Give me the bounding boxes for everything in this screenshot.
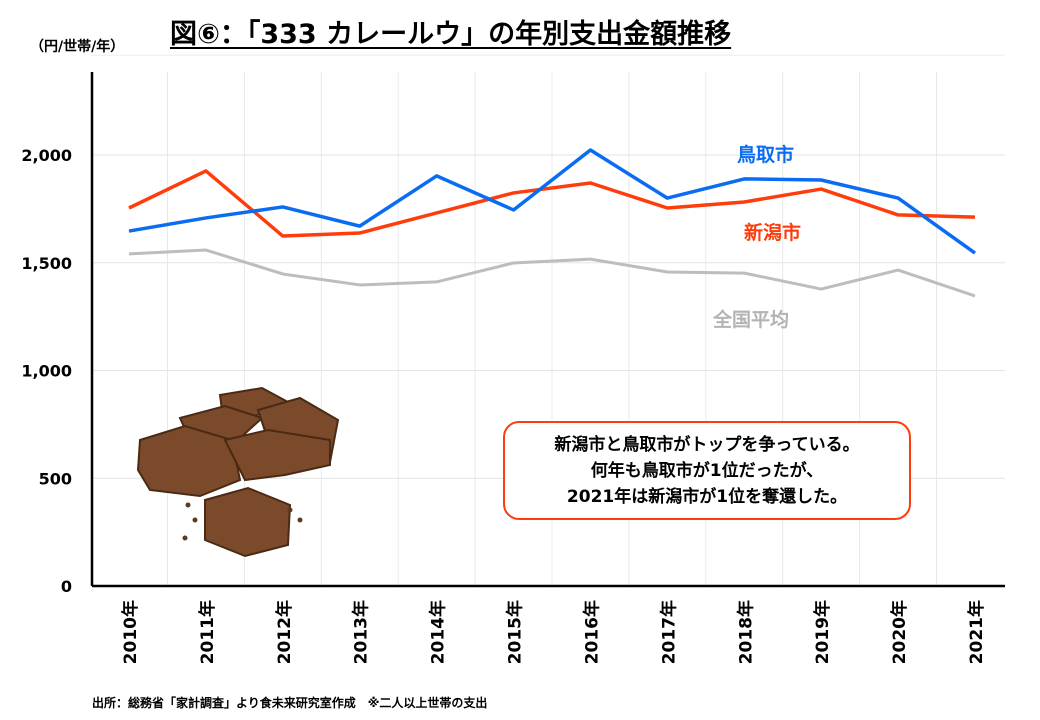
x-tick-label: 2019年 <box>812 600 833 664</box>
x-tick-label: 2018年 <box>735 600 756 664</box>
x-tick-label: 2017年 <box>658 600 679 664</box>
series-line-全国平均 <box>128 248 976 298</box>
chocolate-crumb <box>182 535 188 541</box>
x-tick-label: 2020年 <box>889 600 910 664</box>
y-axis-unit: （円/世帯/年） <box>30 39 125 55</box>
callout-line: 2021年は新潟市が1位を奪還した。 <box>566 486 848 507</box>
y-tick-label: 1,000 <box>21 362 72 381</box>
chocolate-crumb <box>297 517 303 523</box>
chocolate-crumb <box>185 502 191 508</box>
chocolate-icon <box>223 428 331 482</box>
y-tick-label: 1,500 <box>21 254 72 273</box>
x-tick-label: 2013年 <box>351 600 372 664</box>
y-tick-label: 2,000 <box>21 146 72 165</box>
y-tick-label: 0 <box>61 577 72 596</box>
series-label-niigata: 新潟市 <box>744 222 802 244</box>
series-label-tottori: 鳥取市 <box>737 144 795 166</box>
chocolate-crumb <box>287 507 293 513</box>
source-note: 出所：総務省「家計調査」より食未来研究室作成 ※二人以上世帯の支出 <box>92 696 488 710</box>
callout-line: 新潟市と鳥取市がトップを争っている。 <box>554 434 860 455</box>
chart-title: 図⑥：「333 カレールウ」の年別支出金額推移 <box>170 19 732 50</box>
series-line-新潟市 <box>128 169 976 238</box>
x-tick-label: 2012年 <box>274 600 295 664</box>
callout-line: 何年も鳥取市が1位だったが、 <box>590 460 824 481</box>
chocolate-crumb <box>192 517 198 523</box>
series-line-鳥取市 <box>128 148 977 255</box>
series-label-national: 全国平均 <box>713 309 790 331</box>
x-tick-label: 2015年 <box>505 600 526 664</box>
x-tick-label: 2021年 <box>966 600 987 664</box>
callout-box: 新潟市と鳥取市がトップを争っている。 何年も鳥取市が1位だったが、 2021年は… <box>503 421 911 520</box>
x-tick-label: 2014年 <box>428 600 449 664</box>
x-tick-label: 2016年 <box>581 600 602 664</box>
chocolate-icon <box>204 486 292 558</box>
x-tick-label: 2010年 <box>120 600 141 664</box>
y-tick-label: 500 <box>39 469 72 488</box>
x-tick-label: 2011年 <box>197 600 218 664</box>
chocolate-icon <box>136 424 242 498</box>
